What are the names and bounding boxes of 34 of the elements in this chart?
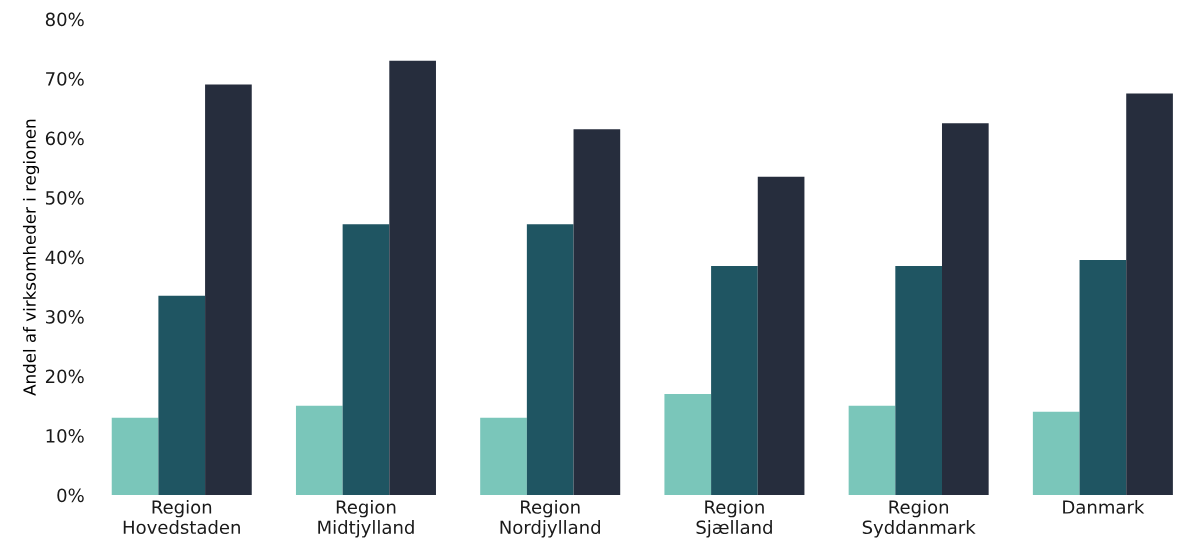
bar	[205, 84, 252, 496]
bar	[711, 266, 758, 496]
y-tick-label: 30%	[46, 310, 84, 324]
y-tick-label: 50%	[46, 191, 84, 205]
bar	[1126, 93, 1173, 496]
bar	[573, 129, 621, 496]
y-tick-label: 0%	[57, 488, 84, 503]
bar	[111, 417, 159, 496]
bar	[664, 393, 712, 496]
bar	[526, 224, 574, 496]
y-tick-label: 10%	[46, 429, 84, 443]
bar	[295, 405, 343, 496]
y-tick-label: 70%	[46, 72, 84, 86]
bar	[848, 405, 896, 496]
x-tick-label: Region Midtjylland	[318, 499, 414, 538]
bar	[480, 417, 527, 496]
bar	[757, 176, 805, 496]
y-tick-label: 20%	[45, 369, 84, 384]
bar	[941, 123, 989, 496]
x-tick-label: Region Hovedstaden	[123, 499, 240, 535]
bar	[342, 224, 390, 496]
y-tick-label: 80%	[45, 12, 84, 27]
bar	[1032, 411, 1080, 496]
x-tick-label: Region Syddanmark	[862, 499, 976, 538]
y-tick-label: 40%	[45, 250, 84, 265]
bar	[895, 266, 942, 496]
bar	[1079, 260, 1127, 496]
bar	[389, 60, 436, 496]
x-tick-label: Danmark	[1063, 499, 1145, 514]
y-axis-title: Andel af virksomheder i regionen	[22, 119, 40, 396]
y-tick-label: 60%	[45, 131, 84, 146]
x-tick-label: Region Sjælland	[696, 499, 772, 538]
x-tick-label: Region Nordjylland	[500, 499, 600, 538]
bar	[158, 295, 206, 496]
